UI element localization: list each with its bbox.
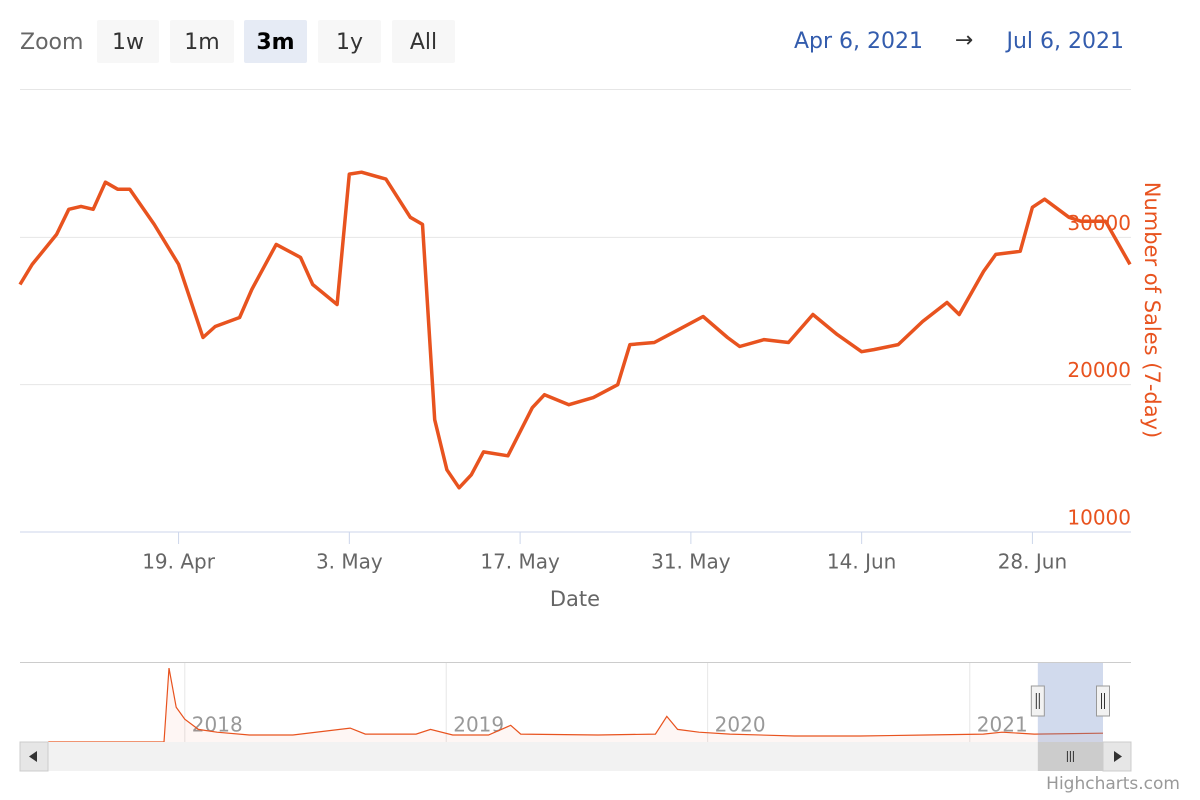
x-axis-title: Date bbox=[550, 587, 600, 611]
range-to[interactable]: Jul 6, 2021 bbox=[1004, 29, 1124, 54]
zoom-button[interactable] bbox=[318, 20, 381, 63]
range-from[interactable]: Apr 6, 2021 bbox=[794, 29, 923, 54]
navigator-mask bbox=[1037, 663, 1103, 742]
credits[interactable]: Highcharts.com bbox=[1046, 774, 1180, 794]
zoom-button-label[interactable]: All bbox=[410, 30, 437, 55]
zoom-button-label[interactable]: 1y bbox=[336, 30, 363, 55]
zoom-button[interactable] bbox=[97, 20, 159, 63]
x-tick-label: 17. May bbox=[480, 550, 560, 574]
x-tick-label: 14. Jun bbox=[827, 550, 896, 574]
x-tick-label: 19. Apr bbox=[142, 550, 216, 574]
zoom-buttons: 1w 1m 3m 1y All bbox=[97, 20, 455, 63]
zoom-button[interactable] bbox=[244, 20, 307, 63]
zoom-button[interactable] bbox=[392, 20, 455, 63]
zoom-label: Zoom bbox=[20, 30, 83, 55]
handle-body[interactable] bbox=[1096, 685, 1110, 717]
navigator-tick-label: 2020 bbox=[715, 713, 766, 737]
scrollbar-left-arrow bbox=[29, 751, 37, 762]
scrollbar-track bbox=[20, 742, 1131, 771]
y-axis-title: Number of Sales (7-day) bbox=[1140, 182, 1164, 438]
x-tick-label: 3. May bbox=[316, 550, 383, 574]
series-line bbox=[18, 170, 1132, 490]
handle-body[interactable] bbox=[1030, 685, 1045, 717]
navigator-area bbox=[48, 668, 1103, 742]
navigator-line bbox=[48, 667, 1104, 743]
range-arrow: → bbox=[955, 28, 973, 53]
zoom-button-label[interactable]: 1w bbox=[112, 30, 144, 55]
zoom-button[interactable] bbox=[170, 20, 234, 63]
y-tick-label: 20000 bbox=[1067, 358, 1131, 382]
navigator-handle[interactable] bbox=[1030, 685, 1045, 717]
x-tick-label: 31. May bbox=[651, 550, 731, 574]
navigator-handle[interactable] bbox=[1096, 685, 1110, 717]
scrollbar-right-arrow bbox=[1114, 751, 1122, 762]
zoom-button-label[interactable]: 3m bbox=[256, 30, 294, 55]
x-tick-label: 28. Jun bbox=[998, 550, 1067, 574]
y-tick-label: 10000 bbox=[1067, 506, 1131, 530]
navigator: 2018 2019 2020 2021 bbox=[19, 663, 1132, 772]
zoom-button-label[interactable]: 1m bbox=[184, 30, 219, 55]
